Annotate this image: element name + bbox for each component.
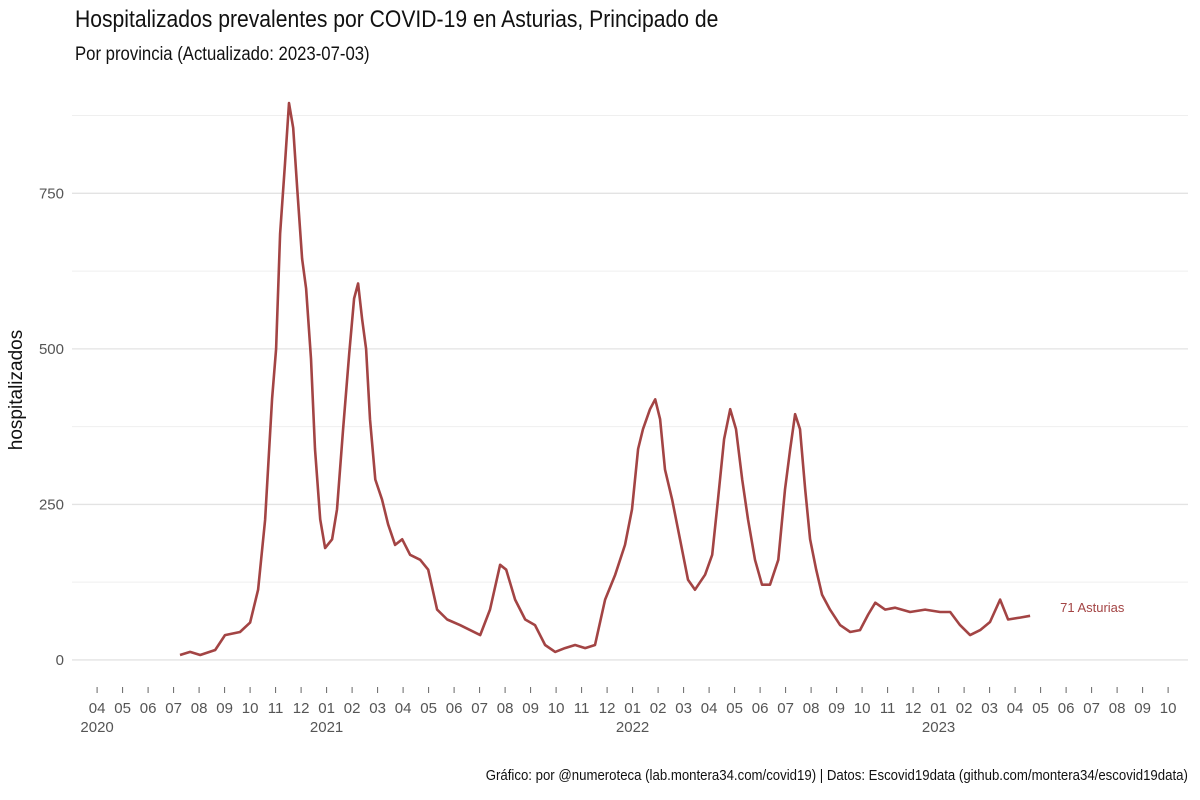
x-tick-label: 04 [1007, 700, 1024, 717]
series-lines: 71 Asturias [179, 101, 1125, 657]
x-tick-label: 03 [981, 700, 998, 717]
x-tick-label: 10 [1160, 700, 1177, 717]
x-tick-label: 02 [650, 700, 667, 717]
x-tick-label: 01 [624, 700, 641, 717]
y-tick-label: 750 [39, 185, 64, 202]
x-tick-label: 02 [956, 700, 973, 717]
x-tick-label: 11 [268, 700, 284, 717]
x-tick-label: 04 [395, 700, 412, 717]
y-axis-label: hospitalizados [6, 330, 27, 450]
y-tick-label: 250 [39, 496, 64, 513]
x-tick-label: 03 [675, 700, 692, 717]
x-year-label: 2020 [80, 719, 113, 736]
x-tick-label: 08 [191, 700, 208, 717]
x-tick-label: 12 [293, 700, 310, 717]
x-tick-label: 05 [726, 700, 743, 717]
x-tick-label: 08 [1109, 700, 1126, 717]
x-tick-label: 11 [574, 700, 590, 717]
x-tick-label: 02 [344, 700, 361, 717]
x-tick-label: 07 [1083, 700, 1100, 717]
gridlines [72, 115, 1188, 661]
x-tick-label: 12 [599, 700, 616, 717]
x-tick-label: 07 [165, 700, 182, 717]
chart-caption: Gráfico: por @numeroteca (lab.montera34.… [485, 767, 1188, 784]
x-tick-label: 09 [1134, 700, 1151, 717]
x-tick-label: 07 [777, 700, 794, 717]
x-tick-label: 09 [828, 700, 845, 717]
x-tick-label: 08 [803, 700, 820, 717]
x-tick-label: 11 [880, 700, 896, 717]
x-tick-label: 08 [497, 700, 514, 717]
x-year-label: 2021 [310, 719, 343, 736]
x-tick-label: 05 [114, 700, 131, 717]
x-tick-label: 05 [420, 700, 437, 717]
x-tick-label: 01 [318, 700, 335, 717]
chart-title: Hospitalizados prevalentes por COVID-19 … [75, 6, 719, 33]
x-tick-label: 03 [369, 700, 386, 717]
x-tick-label: 12 [905, 700, 922, 717]
x-tick-label: 04 [701, 700, 718, 717]
series-line-asturias [179, 101, 1031, 657]
x-tick-label: 10 [548, 700, 565, 717]
x-tick-label: 06 [752, 700, 769, 717]
x-year-label: 2023 [922, 719, 955, 736]
series-end-label: 71 Asturias [1060, 600, 1125, 615]
y-axis: 0 250 500 750 [39, 185, 64, 669]
x-tick-label: 04 [89, 700, 106, 717]
x-tick-label: 10 [854, 700, 871, 717]
x-tick-label: 10 [242, 700, 259, 717]
x-tick-label: 05 [1032, 700, 1049, 717]
x-axis: 04 05 06 07 08 09 10 11 12 01 02 03 04 05 06 07 08 09 10 11… [80, 687, 1176, 736]
x-tick-label: 06 [1058, 700, 1075, 717]
x-tick-label: 07 [471, 700, 488, 717]
x-tick-label: 06 [140, 700, 157, 717]
x-tick-label: 09 [522, 700, 539, 717]
x-tick-label: 09 [216, 700, 233, 717]
chart-subtitle: Por provincia (Actualizado: 2023-07-03) [75, 44, 370, 65]
y-tick-label: 500 [39, 341, 64, 358]
x-tick-label: 01 [930, 700, 947, 717]
x-tick-label: 06 [446, 700, 463, 717]
x-year-label: 2022 [616, 719, 649, 736]
y-tick-label: 0 [56, 652, 64, 669]
